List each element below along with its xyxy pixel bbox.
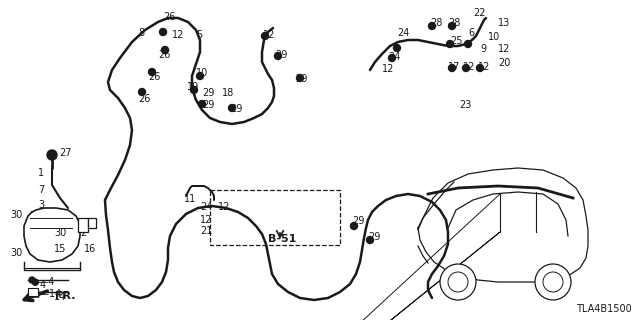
Circle shape	[449, 22, 456, 29]
Circle shape	[351, 222, 358, 229]
Text: 24: 24	[388, 52, 401, 62]
Text: 6: 6	[468, 28, 474, 38]
Circle shape	[29, 277, 35, 283]
Text: 26: 26	[138, 94, 150, 104]
Text: FR.: FR.	[55, 291, 76, 301]
Circle shape	[440, 264, 476, 300]
Text: 4: 4	[40, 280, 46, 290]
Circle shape	[161, 46, 168, 53]
Text: 17: 17	[448, 62, 460, 72]
Text: 7: 7	[38, 185, 44, 195]
Text: 5: 5	[196, 30, 202, 40]
Text: 12: 12	[382, 64, 394, 74]
Text: 12: 12	[200, 215, 212, 225]
Text: 24: 24	[397, 28, 410, 38]
Bar	[88, 218, 96, 228]
Text: ●—4: ●—4	[30, 277, 54, 287]
Bar	[28, 288, 38, 296]
Circle shape	[191, 86, 198, 93]
Text: 8: 8	[138, 28, 144, 38]
Text: 29: 29	[275, 50, 287, 60]
Circle shape	[543, 272, 563, 292]
Text: TLA4B1500: TLA4B1500	[576, 304, 632, 314]
Bar	[210, 190, 340, 245]
Circle shape	[477, 65, 483, 71]
Text: 30: 30	[10, 248, 22, 258]
Circle shape	[159, 28, 166, 36]
Text: □—14: □—14	[30, 289, 61, 299]
Text: 12: 12	[478, 62, 490, 72]
Text: 2: 2	[80, 228, 86, 238]
Text: 29: 29	[368, 232, 380, 242]
Circle shape	[262, 33, 269, 39]
Text: 26: 26	[163, 12, 175, 22]
Text: 22: 22	[473, 8, 486, 18]
Text: 14: 14	[54, 292, 67, 302]
Text: 12: 12	[218, 202, 230, 212]
Circle shape	[429, 22, 435, 29]
Text: 3: 3	[38, 200, 44, 210]
Text: 29: 29	[230, 104, 243, 114]
Circle shape	[465, 41, 472, 47]
Text: 29: 29	[202, 88, 214, 98]
Text: 29: 29	[352, 216, 364, 226]
Text: 18: 18	[222, 88, 234, 98]
Text: 25: 25	[450, 36, 463, 46]
Text: 11: 11	[184, 194, 196, 204]
Text: 9: 9	[480, 44, 486, 54]
Text: 12: 12	[263, 30, 275, 40]
Text: 13: 13	[498, 18, 510, 28]
Circle shape	[463, 65, 470, 71]
Circle shape	[47, 150, 57, 160]
Text: 12: 12	[463, 62, 476, 72]
Bar	[78, 218, 88, 232]
Text: 28: 28	[430, 18, 442, 28]
Text: 12: 12	[172, 30, 184, 40]
Circle shape	[198, 100, 205, 108]
Circle shape	[138, 89, 145, 95]
Text: 29: 29	[295, 74, 307, 84]
Text: 21: 21	[200, 226, 212, 236]
Circle shape	[388, 54, 396, 61]
Text: 28: 28	[448, 18, 460, 28]
Circle shape	[367, 236, 374, 244]
Text: 30: 30	[10, 210, 22, 220]
Circle shape	[296, 75, 303, 82]
Text: 10: 10	[196, 68, 208, 78]
Text: B-51: B-51	[268, 234, 296, 244]
Circle shape	[447, 41, 454, 47]
Text: 30: 30	[54, 228, 67, 238]
Text: 20: 20	[498, 58, 510, 68]
Circle shape	[394, 44, 401, 52]
Circle shape	[228, 105, 236, 111]
Text: 1: 1	[38, 168, 44, 178]
Text: 29: 29	[202, 100, 214, 110]
Text: 27: 27	[59, 148, 72, 158]
Circle shape	[535, 264, 571, 300]
Text: 24: 24	[200, 202, 212, 212]
Circle shape	[148, 68, 156, 76]
Text: 26: 26	[158, 50, 170, 60]
Text: 23: 23	[459, 100, 472, 110]
Circle shape	[449, 65, 456, 71]
Text: 10: 10	[488, 32, 500, 42]
Text: 16: 16	[84, 244, 96, 254]
Circle shape	[196, 73, 204, 79]
Text: 19: 19	[187, 82, 199, 92]
Circle shape	[275, 52, 282, 60]
Text: 15: 15	[54, 244, 67, 254]
Text: 26: 26	[148, 72, 161, 82]
Circle shape	[448, 272, 468, 292]
Text: 12: 12	[498, 44, 510, 54]
